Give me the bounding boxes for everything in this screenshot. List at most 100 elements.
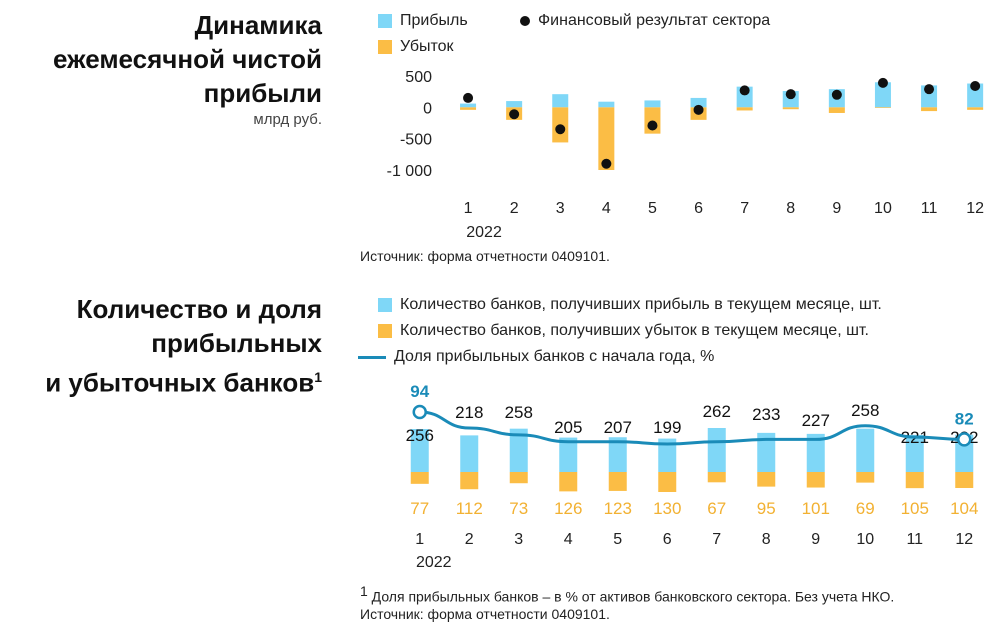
legend-label: Количество банков, получивших прибыль в …: [400, 296, 882, 313]
legend-label: Прибыль: [400, 12, 468, 29]
chart1-legend-result: Финансовый результат сектора: [520, 12, 770, 30]
x-tick-label: 1: [415, 531, 424, 548]
chart2-footnote: 1 Доля прибыльных банков – в % от активо…: [360, 583, 894, 605]
loss-bar: [921, 107, 938, 112]
share-value-label: 82: [955, 409, 974, 428]
x-tick-label: 8: [762, 531, 771, 548]
chart2-title-line-text: и убыточных банков: [45, 367, 315, 398]
loss-bar: [608, 472, 627, 491]
result-dot: [693, 104, 704, 115]
result-dot: [924, 84, 935, 95]
y-tick-label: -1 000: [387, 163, 432, 180]
loss-swatch: [378, 40, 392, 54]
share-point-marker: [412, 404, 427, 420]
x-tick-label: 9: [832, 200, 841, 217]
loss-bar: [598, 107, 615, 170]
loss-bar: [782, 107, 799, 110]
y-tick-label: 500: [405, 69, 432, 86]
year-label: 2022: [466, 224, 502, 241]
loss-bar: [736, 107, 753, 111]
x-tick-label: 2: [510, 200, 519, 217]
x-tick-label: 9: [811, 531, 820, 548]
loss-bar: [905, 472, 924, 489]
x-tick-label: 7: [740, 200, 749, 217]
loss-value-label: 123: [604, 499, 632, 518]
chart2-title-line: прибыльных: [151, 328, 322, 358]
loss-bar: [967, 107, 984, 110]
result-dot: [785, 89, 796, 100]
profit-bar: [410, 429, 429, 472]
result-dot: [877, 77, 888, 88]
profit-bar: [460, 435, 479, 472]
footnote-text: Доля прибыльных банков – в % от активов …: [367, 588, 895, 605]
loss-bar: [559, 472, 578, 492]
result-dot-swatch: [520, 16, 530, 26]
x-tick-label: 10: [856, 531, 874, 548]
profit-value-label: 256: [406, 426, 434, 445]
chart1-source: Источник: форма отчетности 0409101.: [360, 248, 610, 264]
chart2-legend-share: Доля прибыльных банков с начала года, %: [358, 348, 714, 366]
x-tick-label: 3: [556, 200, 565, 217]
profit-bar: [598, 101, 615, 108]
loss-value-label: 101: [802, 499, 830, 518]
loss-value-label: 77: [410, 499, 429, 518]
profit-bar: [856, 428, 875, 472]
profit-value-label: 205: [554, 418, 582, 437]
legend-label: Убыток: [400, 38, 454, 55]
result-dot: [831, 89, 842, 100]
result-dot: [463, 92, 474, 103]
x-tick-label: 10: [874, 200, 892, 217]
profit-bar: [874, 82, 891, 108]
profit-value-label: 233: [752, 405, 780, 424]
profit-value-label: 199: [653, 418, 681, 437]
profit-value-label: 262: [703, 402, 731, 421]
chart1-title-line: Динамика: [194, 10, 322, 40]
profit-bar: [658, 438, 677, 472]
loss-value-label: 73: [509, 499, 528, 518]
profit-bar: [806, 433, 825, 472]
share-line-swatch: [358, 355, 386, 359]
loss-bar: [410, 472, 429, 484]
x-tick-label: 6: [694, 200, 703, 217]
result-dot: [647, 120, 658, 131]
loss-value-label: 126: [554, 499, 582, 518]
profit-swatch: [378, 14, 392, 28]
year-label: 2022: [416, 554, 452, 571]
chart2-legend-loss: Количество банков, получивших убыток в т…: [378, 322, 869, 340]
profit-value-label: 258: [851, 401, 879, 420]
profit-value-label: 227: [802, 411, 830, 430]
x-tick-label: 4: [564, 531, 573, 548]
profit-bar: [707, 428, 726, 472]
loss-bar: [757, 472, 776, 487]
share-value-label: 94: [410, 382, 429, 401]
legend-label: Количество банков, получивших убыток в т…: [400, 322, 869, 339]
loss-value-label: 67: [707, 499, 726, 518]
x-tick-label: 6: [663, 531, 672, 548]
y-tick-label: 0: [423, 100, 432, 117]
profit-bar: [644, 100, 661, 108]
chart1-title-line: прибыли: [203, 78, 322, 108]
result-dot: [601, 158, 612, 169]
profit-bar: [967, 83, 984, 108]
x-tick-label: 3: [514, 531, 523, 548]
x-tick-label: 7: [712, 531, 721, 548]
profit-bar: [559, 437, 578, 472]
loss-bar: [707, 472, 726, 483]
loss-value-label: 112: [456, 499, 483, 518]
result-dot: [509, 109, 520, 120]
result-dot: [555, 124, 566, 135]
profit-bar: [608, 437, 627, 472]
legend-label: Финансовый результат сектора: [538, 12, 771, 29]
profit-value-label: 207: [604, 418, 632, 437]
loss-value-label: 69: [856, 499, 875, 518]
chart1-title: Динамика ежемесячной чистой прибыли млрд…: [2, 8, 322, 130]
x-tick-label: 5: [613, 531, 622, 548]
loss-bar: [856, 472, 875, 483]
loss-value-label: 104: [950, 499, 978, 518]
footnote-mark: 1: [314, 369, 322, 385]
profit-bar: [905, 434, 924, 472]
profit-swatch: [378, 298, 392, 312]
share-line: [419, 410, 965, 446]
